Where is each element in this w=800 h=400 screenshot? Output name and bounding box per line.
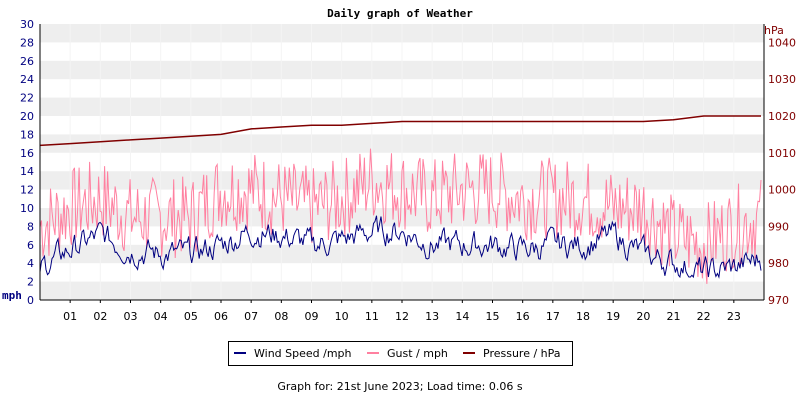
plot-background-bands — [40, 24, 764, 300]
x-tick-label: 04 — [154, 310, 168, 323]
left-tick-label: 8 — [27, 220, 34, 233]
right-tick-label: 1010 — [768, 147, 796, 160]
x-tick-label: 07 — [244, 310, 258, 323]
left-tick-label: 30 — [20, 18, 34, 31]
x-tick-label: 01 — [63, 310, 77, 323]
left-tick-label: 18 — [20, 128, 34, 141]
left-tick-label: 28 — [20, 36, 34, 49]
pressure-line — [39, 115, 761, 147]
legend-swatch-wind — [234, 352, 246, 354]
x-tick-label: 05 — [184, 310, 198, 323]
x-tick-label: 02 — [93, 310, 107, 323]
left-tick-label: 22 — [20, 92, 34, 105]
legend-item-gust: Gust / mph — [367, 347, 448, 360]
x-tick-label: 20 — [636, 310, 650, 323]
left-tick-label: 2 — [27, 276, 34, 289]
legend-swatch-gust — [367, 352, 379, 354]
chart-title: Daily graph of Weather — [327, 7, 473, 20]
left-tick-label: 24 — [20, 73, 34, 86]
right-tick-label: 1030 — [768, 73, 796, 86]
wind-speed-line — [39, 215, 762, 279]
x-tick-label: 14 — [455, 310, 469, 323]
x-tick-label: 03 — [124, 310, 138, 323]
left-tick-label: 16 — [20, 147, 34, 160]
left-tick-label: 26 — [20, 55, 34, 68]
left-tick-label: 12 — [20, 184, 34, 197]
left-tick-label: 20 — [20, 110, 34, 123]
right-axis-label: hPa — [764, 24, 784, 37]
x-axis-tick-labels: 01 02 03 04 05 06 07 08 09 10 11 12 13 14 15 16 17 18 19 20… — [63, 300, 741, 323]
x-tick-label: 13 — [425, 310, 439, 323]
x-tick-label: 16 — [516, 310, 530, 323]
right-tick-label: 990 — [768, 220, 789, 233]
chart-legend: Wind Speed /mph Gust / mph Pressure / hP… — [228, 341, 573, 366]
legend-item-wind: Wind Speed /mph — [234, 347, 352, 360]
left-tick-label: 14 — [20, 165, 34, 178]
graph-footer: Graph for: 21st June 2023; Load time: 0.… — [277, 380, 523, 393]
right-axis-tick-labels: 970 980 990 1000 1010 1020 1030 1040 — [768, 36, 796, 307]
legend-swatch-pressure — [463, 352, 475, 354]
legend-label-gust: Gust / mph — [387, 347, 448, 360]
left-axis-label: mph — [2, 289, 22, 302]
left-tick-label: 10 — [20, 202, 34, 215]
left-tick-label: 6 — [27, 239, 34, 252]
legend-item-pressure: Pressure / hPa — [463, 347, 561, 360]
x-tick-label: 21 — [667, 310, 681, 323]
pressure-series — [39, 115, 761, 147]
right-tick-label: 1040 — [768, 36, 796, 49]
right-tick-label: 1020 — [768, 110, 796, 123]
left-tick-label: 4 — [27, 257, 34, 270]
right-tick-label: 970 — [768, 294, 789, 307]
x-tick-label: 18 — [576, 310, 590, 323]
x-tick-label: 23 — [727, 310, 741, 323]
x-tick-label: 17 — [546, 310, 560, 323]
x-tick-label: 12 — [395, 310, 409, 323]
x-tick-label: 08 — [274, 310, 288, 323]
x-tick-label: 09 — [305, 310, 319, 323]
right-tick-label: 980 — [768, 257, 789, 270]
gust-series — [39, 148, 762, 284]
x-tick-label: 19 — [606, 310, 620, 323]
x-tick-label: 15 — [486, 310, 500, 323]
right-tick-label: 1000 — [768, 184, 796, 197]
legend-label-wind: Wind Speed /mph — [254, 347, 352, 360]
x-tick-label: 10 — [335, 310, 349, 323]
legend-label-pressure: Pressure / hPa — [483, 347, 561, 360]
x-tick-label: 22 — [697, 310, 711, 323]
gust-line — [39, 148, 762, 284]
left-tick-label: 0 — [27, 294, 34, 307]
x-tick-label: 11 — [365, 310, 379, 323]
wind-speed-series — [39, 215, 762, 279]
x-tick-label: 06 — [214, 310, 228, 323]
